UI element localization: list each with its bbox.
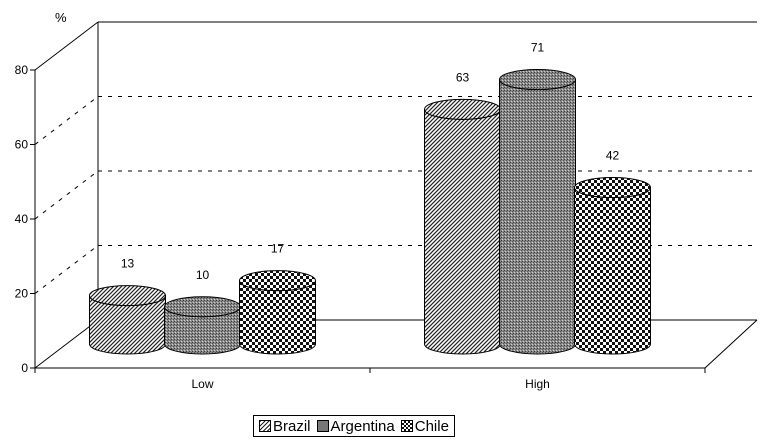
bar-brazil-high: [424, 98, 501, 355]
gridline-side: [34, 245, 99, 294]
cylinder-body: [574, 187, 651, 355]
cylinder-top: [424, 98, 501, 120]
data-label: 13: [121, 257, 135, 271]
data-label: 63: [456, 70, 470, 84]
y-tick-label: 60: [15, 138, 29, 152]
y-axis-title: %: [55, 10, 67, 25]
y-tick-label: 80: [15, 63, 29, 77]
bar-chile-high: [574, 177, 651, 355]
legend-item-chile: Chile: [400, 417, 449, 435]
legend-label-brazil: Brazil: [273, 417, 311, 435]
x-tick-label: High: [525, 377, 550, 391]
data-label: 17: [271, 242, 285, 256]
legend: Brazil Argentina Chile: [253, 415, 455, 437]
y-axis-ticks: 0 20 40 60 80 Low High: [15, 63, 757, 391]
gridline-side: [34, 170, 99, 220]
floor-left-edge: [34, 319, 99, 369]
bars-layer: [89, 69, 651, 355]
cylinder-body: [239, 280, 316, 355]
chile-swatch-icon: [400, 420, 413, 432]
legend-item-brazil: Brazil: [259, 418, 311, 435]
bar-chile-low: [239, 270, 316, 355]
legend-label-argentina: Argentina: [330, 417, 395, 435]
brazil-swatch-icon: [259, 420, 271, 432]
data-label: 10: [196, 268, 210, 282]
cylinder-top: [499, 69, 576, 91]
cylinder-top: [574, 177, 651, 199]
cylinder-body: [424, 109, 501, 355]
cylinder-body: [499, 79, 576, 355]
cylinder-top: [239, 270, 316, 292]
data-labels-layer: 13 10 17 63 71 42: [121, 41, 620, 282]
legend-label-chile: Chile: [414, 417, 449, 435]
data-label: 71: [531, 41, 545, 55]
cylinder-top: [164, 296, 241, 318]
bar-argentina-low: [164, 296, 241, 355]
argentina-swatch-icon: [316, 420, 329, 432]
gridline-side: [34, 96, 99, 145]
x-tick-label: Low: [191, 377, 213, 391]
y-tick-label: 0: [21, 361, 28, 375]
cylinder-top: [89, 285, 166, 307]
legend-item-argentina: Argentina: [316, 417, 395, 435]
y-tick-label: 20: [15, 287, 29, 301]
side-wall-top-edge: [34, 21, 99, 71]
data-label: 42: [606, 149, 620, 163]
bar-argentina-high: [499, 69, 576, 355]
y-tick-label: 40: [15, 212, 29, 226]
floor-right-edge: [704, 319, 758, 369]
bar-brazil-low: [89, 285, 166, 355]
